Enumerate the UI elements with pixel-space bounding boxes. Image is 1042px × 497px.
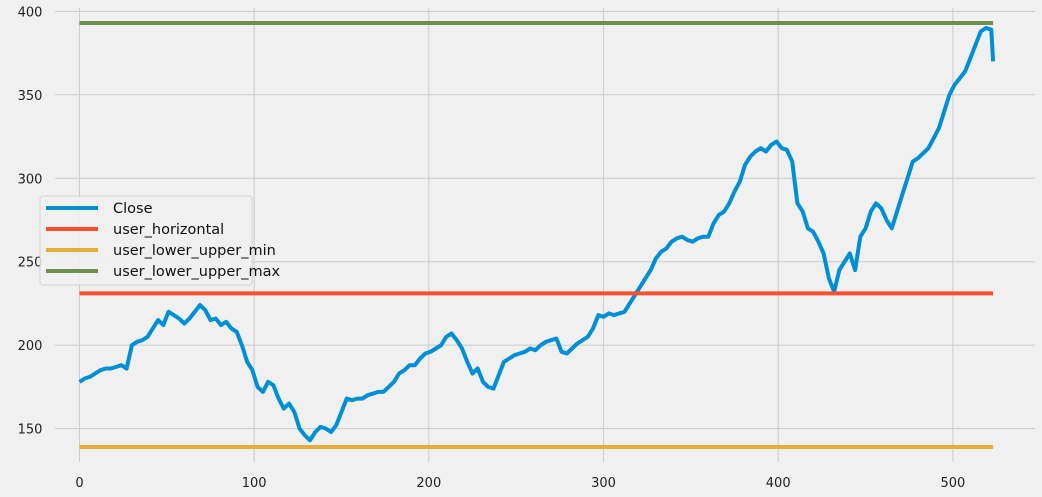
x-tick-label: 300 <box>591 476 616 491</box>
legend-box <box>39 195 253 286</box>
y-tick-label: 350 <box>18 89 43 104</box>
x-tick-label: 400 <box>766 476 791 491</box>
series-line-close <box>78 26 996 443</box>
legend-label: user_lower_upper_max <box>113 264 281 280</box>
x-tick-label: 200 <box>416 476 441 491</box>
legend-label: user_lower_upper_min <box>113 243 276 259</box>
legend-label: user_horizontal <box>113 222 224 238</box>
legend-label: Close <box>113 201 153 217</box>
y-tick-label: 400 <box>18 5 43 20</box>
y-tick-label: 250 <box>18 256 43 271</box>
series-lines <box>78 21 996 449</box>
grid <box>55 8 1035 462</box>
y-tick-label: 150 <box>18 423 43 438</box>
legend: Close user_horizontal user_lower_upper_min… <box>39 195 281 286</box>
x-tick-label: 500 <box>940 476 965 491</box>
y-tick-label: 300 <box>18 172 43 187</box>
y-tick-label: 200 <box>18 339 43 354</box>
x-tick-label: 100 <box>242 476 267 491</box>
x-tick-label: 0 <box>75 476 83 491</box>
tick-labels: 0 100 200 300 400 500 150 200 250 300 350 400 <box>18 5 966 491</box>
